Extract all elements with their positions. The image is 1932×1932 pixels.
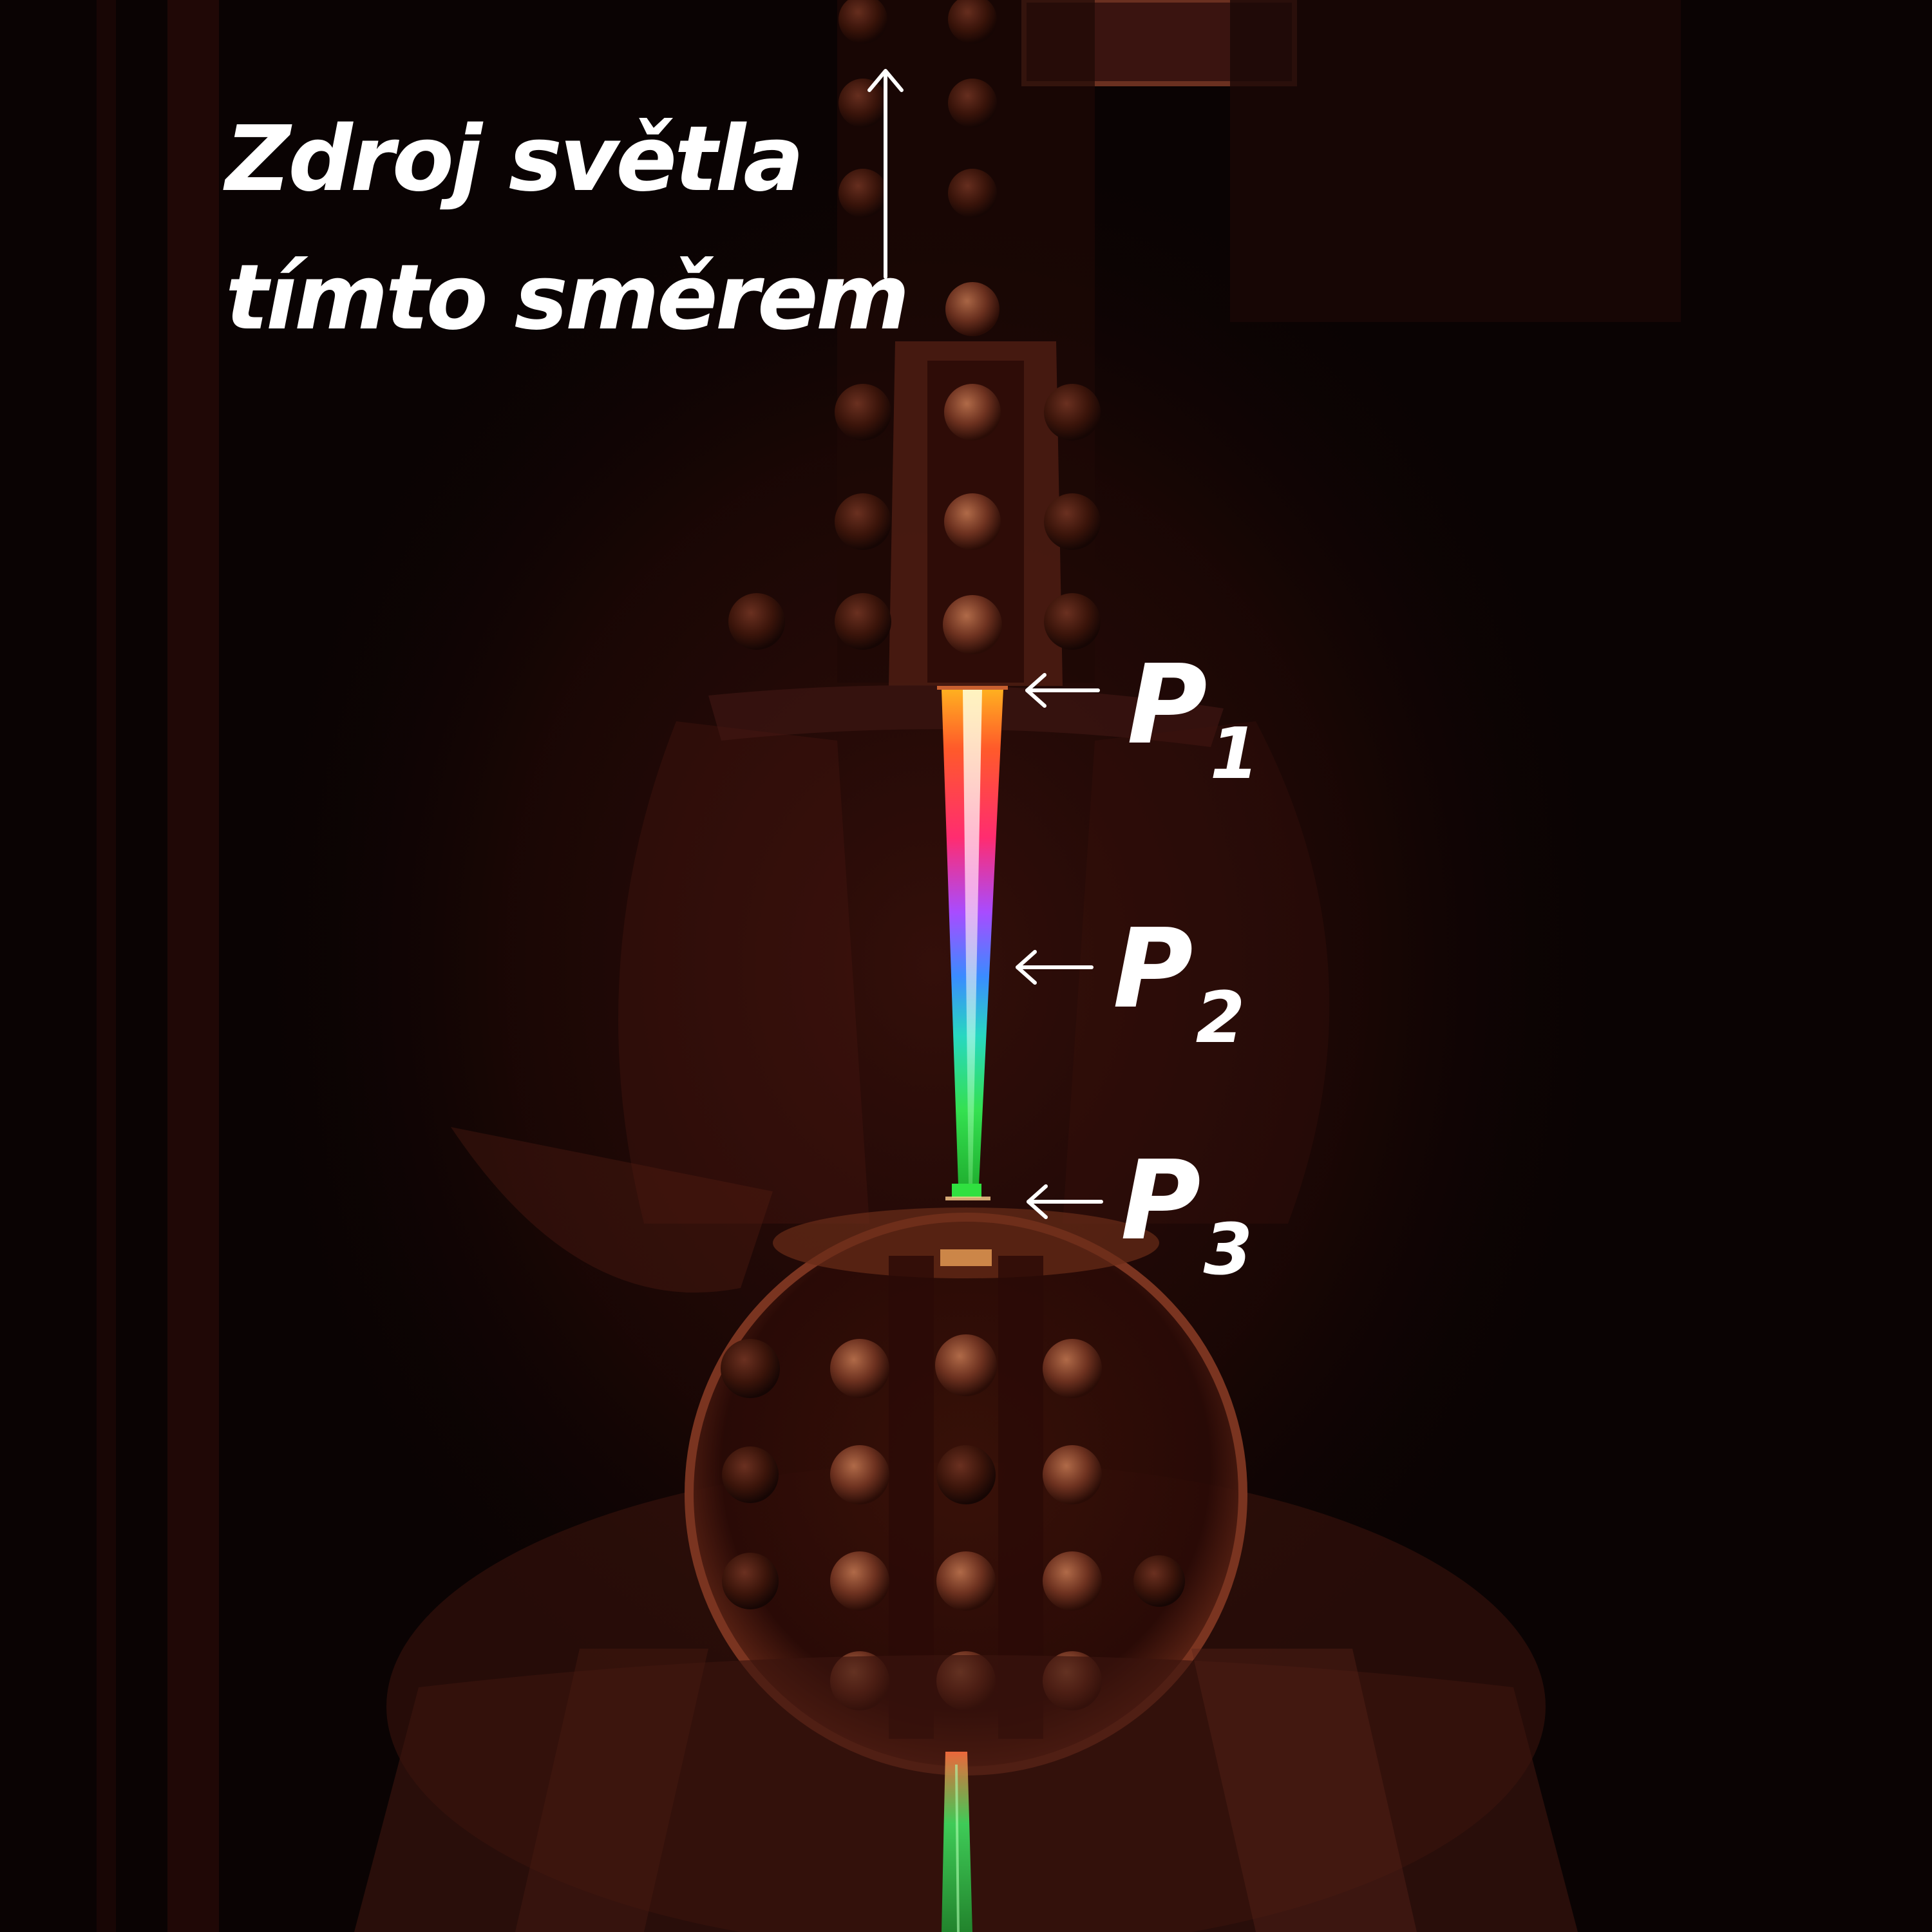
marker-p1-letter: P bbox=[1127, 641, 1208, 769]
marker-p2-letter: P bbox=[1113, 905, 1193, 1033]
marker-p1-index: 1 bbox=[1209, 712, 1260, 795]
marker-p3-index: 3 bbox=[1203, 1208, 1253, 1291]
light-source-caption: Zdroj světla tímto směrem bbox=[225, 90, 910, 367]
arrow-up-icon bbox=[867, 69, 904, 279]
marker-p3-letter: P bbox=[1121, 1137, 1201, 1265]
marker-p3: P3 bbox=[1121, 1146, 1253, 1291]
caption-line-1: Zdroj světla bbox=[225, 107, 804, 212]
marker-p1: P1 bbox=[1127, 650, 1259, 795]
marker-p2-index: 2 bbox=[1195, 976, 1245, 1059]
arrow-left-icon-p2 bbox=[1016, 950, 1094, 985]
arrow-left-icon-p1 bbox=[1025, 673, 1100, 708]
arrow-left-icon-p3 bbox=[1027, 1184, 1103, 1219]
marker-p2: P2 bbox=[1113, 914, 1245, 1059]
caption-line-2: tímto směrem bbox=[225, 245, 910, 350]
